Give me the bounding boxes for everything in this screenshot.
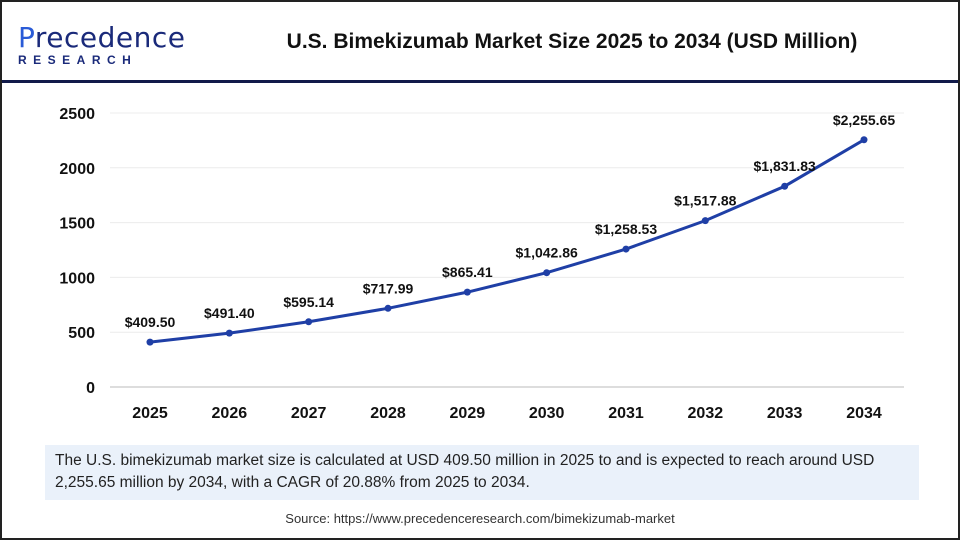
data-label: $595.14: [283, 294, 334, 310]
data-label: $1,831.83: [754, 158, 816, 174]
source-text: Source: https://www.precedenceresearch.c…: [285, 511, 675, 526]
x-tick-label: 2026: [212, 405, 248, 422]
x-tick-label: 2034: [846, 405, 882, 422]
summary-note: The U.S. bimekizumab market size is calc…: [45, 445, 919, 500]
x-tick-label: 2031: [608, 405, 644, 422]
y-tick-label: 2500: [59, 106, 95, 123]
data-point: [622, 245, 630, 253]
data-point: [225, 329, 233, 337]
x-tick-label: 2025: [132, 405, 168, 422]
data-label: $1,258.53: [595, 221, 657, 237]
data-point: [860, 136, 868, 144]
data-point: [384, 304, 392, 312]
data-label: $865.41: [442, 264, 493, 280]
chart-title: U.S. Bimekizumab Market Size 2025 to 203…: [286, 30, 858, 53]
y-tick-label: 1000: [59, 270, 95, 287]
data-point: [543, 269, 551, 277]
x-tick-label: 2029: [450, 405, 486, 422]
x-tick-label: 2033: [767, 405, 803, 422]
line-chart: 0 500 1000 1500 2000 2500 2025 2026 2027 2028 2029…: [59, 106, 904, 422]
data-point: [305, 318, 313, 326]
data-label: $491.40: [204, 305, 255, 321]
data-point: [146, 338, 154, 346]
y-tick-label: 0: [86, 380, 95, 397]
data-label: $2,255.65: [833, 112, 895, 128]
x-tick-label: 2028: [370, 405, 406, 422]
x-tick-label: 2027: [291, 405, 327, 422]
x-tick-label: 2030: [529, 405, 565, 422]
y-tick-label: 500: [68, 325, 95, 342]
y-tick-label: 1500: [59, 216, 95, 233]
y-tick-label: 2000: [59, 161, 95, 178]
data-point: [463, 288, 471, 296]
logo-line2: RESEARCH: [18, 53, 138, 67]
data-label: $717.99: [363, 280, 414, 296]
series-line: [149, 138, 865, 344]
data-point: [701, 217, 709, 225]
data-point: [781, 182, 789, 190]
header-divider: [2, 80, 958, 83]
data-label: $1,042.86: [516, 245, 578, 261]
x-tick-label: 2032: [688, 405, 724, 422]
data-label: $1,517.88: [674, 193, 736, 209]
data-label: $409.50: [125, 314, 176, 330]
